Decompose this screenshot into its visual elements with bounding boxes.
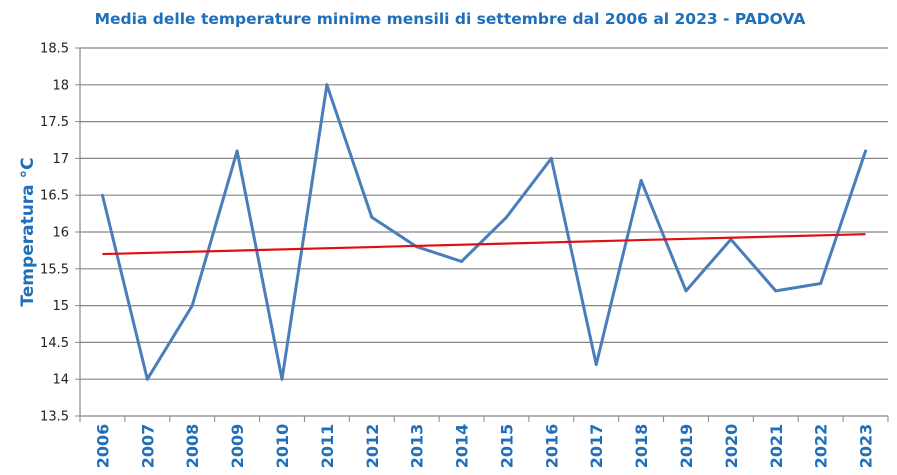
- x-tick-label: 2006: [93, 424, 112, 469]
- y-tick-label: 14.5: [40, 336, 69, 351]
- x-tick-label: 2014: [453, 424, 472, 469]
- x-tick-label: 2007: [138, 424, 157, 469]
- data-point: [145, 377, 149, 381]
- data-point: [504, 215, 508, 219]
- data-point: [774, 289, 778, 293]
- y-tick-label: 18: [52, 78, 69, 93]
- y-tick-labels: 13.5 14 14.5 15 15.5 16 16.5 17 17.5 18 18.5: [40, 42, 69, 425]
- gridlines: [80, 47, 888, 380]
- axes: [75, 47, 889, 422]
- data-point: [235, 149, 239, 153]
- x-tick-label: 2018: [632, 424, 651, 469]
- y-tick-label: 13.5: [40, 410, 69, 425]
- data-point: [325, 83, 329, 87]
- data-point: [190, 304, 194, 308]
- data-point: [460, 259, 464, 263]
- y-tick-label: 18.5: [40, 42, 69, 57]
- x-tick-label: 2013: [408, 424, 427, 469]
- trend-line: [102, 233, 866, 256]
- x-tick-label: 2023: [857, 424, 876, 469]
- x-tick-label: 2022: [812, 424, 831, 469]
- x-tick-label: 2015: [497, 424, 516, 469]
- x-tick-label: 2020: [722, 424, 741, 469]
- y-tick-label: 15: [52, 299, 69, 314]
- data-point: [864, 149, 868, 153]
- data-point: [100, 193, 104, 197]
- data-point: [639, 178, 643, 182]
- x-tick-labels: 2006 2007 2008 2009 2010 2011 2012 2013 2014 2015…: [93, 424, 875, 469]
- y-tick-label: 14: [52, 373, 69, 388]
- x-tick-label: 2012: [363, 424, 382, 469]
- x-tick-label: 2017: [587, 424, 606, 469]
- y-tick-label: 16: [52, 226, 69, 241]
- y-tick-label: 17.5: [40, 115, 69, 130]
- data-line: [100, 83, 867, 381]
- data-point: [370, 215, 374, 219]
- x-tick-label: 2011: [318, 424, 337, 469]
- data-point: [549, 156, 553, 160]
- data-point: [684, 289, 688, 293]
- x-tick-label: 2019: [677, 424, 696, 469]
- x-tick-label: 2008: [183, 424, 202, 469]
- x-tick-label: 2010: [273, 424, 292, 469]
- y-tick-label: 17: [52, 152, 69, 167]
- series: [100, 83, 868, 381]
- data-point: [819, 282, 823, 286]
- x-tick-label: 2009: [228, 424, 247, 469]
- y-tick-label: 16.5: [40, 189, 69, 204]
- y-tick-label: 15.5: [40, 262, 69, 277]
- x-tick-label: 2016: [542, 424, 561, 469]
- x-tick-label: 2021: [767, 424, 786, 469]
- chart-title: Media delle temperature minime mensili d…: [95, 10, 806, 28]
- data-point: [594, 362, 598, 366]
- y-axis-label: Temperatura °C: [18, 157, 38, 306]
- data-point: [280, 377, 284, 381]
